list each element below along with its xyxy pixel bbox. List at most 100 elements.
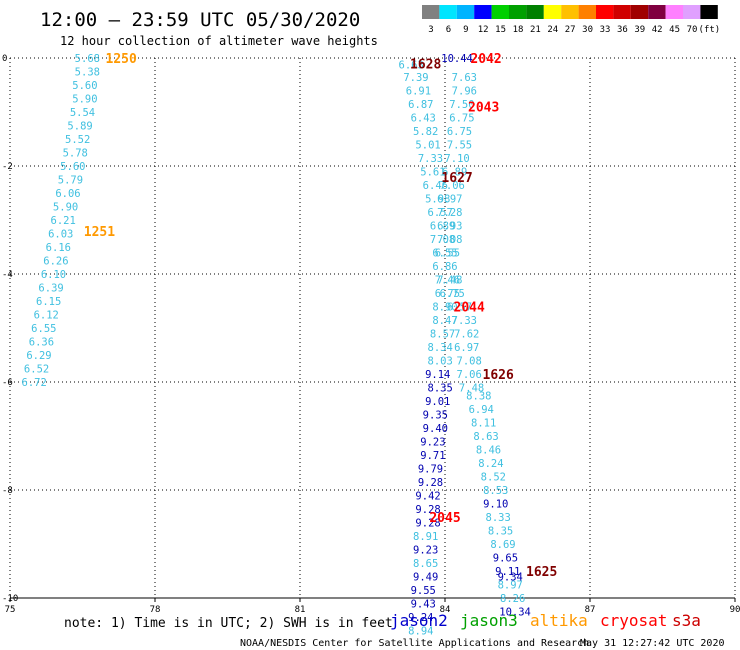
- legend-altika: altika: [530, 611, 588, 630]
- colorbar-swatch: [526, 5, 544, 19]
- colorbar-swatch: [613, 5, 631, 19]
- colorbar-tick-label: 70: [687, 25, 698, 35]
- wave-height-value: 9.42: [415, 490, 440, 502]
- wave-height-value: 8.47: [432, 315, 457, 327]
- wave-height-value: 9.49: [413, 571, 438, 583]
- wave-height-value: 7.50: [449, 99, 474, 111]
- wave-height-value: 6.03: [48, 229, 73, 241]
- chart-title: 12:00 – 23:59 UTC 05/30/2020: [40, 9, 360, 31]
- colorbar: 3 6 9 12 15 18 21 24 27 30 33 36 39 42 45 70 (ft): [422, 5, 720, 35]
- chart-subtitle: 12 hour collection of altimeter wave hei…: [60, 34, 378, 48]
- wave-height-value: 8.90: [432, 301, 457, 313]
- colorbar-swatch: [683, 5, 701, 19]
- pass-label: 2044: [454, 300, 485, 315]
- data-points: 5.685.385.605.905.545.895.525.785.605.79…: [22, 53, 531, 637]
- wave-height-value: 9.35: [423, 409, 448, 421]
- wave-height-value: 5.54: [70, 107, 95, 119]
- wave-height-value: 8.65: [413, 558, 438, 570]
- pass-label: 2042: [470, 52, 501, 67]
- wave-height-value: 7.63: [452, 72, 477, 84]
- wave-height-value: 8.34: [428, 342, 453, 354]
- pass-label: 1251: [84, 225, 115, 240]
- wave-height-value: 8.57: [430, 328, 455, 340]
- pass-labels: 1250 1251 1628 2042 2043 1627 2044 1626 2045 1625: [84, 52, 558, 580]
- legend-s3a: s3a: [672, 611, 701, 630]
- wave-height-value: 6.57: [428, 207, 453, 219]
- x-tick-label: 87: [585, 605, 596, 615]
- colorbar-tick-label: 9: [463, 25, 468, 35]
- wave-height-value: 6.75: [440, 288, 465, 300]
- wave-height-value: 8.11: [471, 418, 496, 430]
- wave-height-value: 6.86: [432, 261, 457, 273]
- wave-height-value: 6.94: [469, 404, 494, 416]
- wave-height-value: 9.14: [425, 369, 450, 381]
- wave-height-value: 6.72: [22, 377, 47, 389]
- wave-height-value: 5.38: [75, 67, 100, 79]
- wave-height-value: 6.29: [26, 350, 51, 362]
- colorbar-swatch: [630, 5, 649, 19]
- wave-height-value: 7.96: [452, 85, 477, 97]
- wave-height-value: 6.21: [51, 215, 76, 227]
- wave-height-value: 5.89: [67, 121, 92, 133]
- wave-height-value: 9.23: [420, 436, 445, 448]
- wave-height-value: 8.94: [408, 625, 433, 637]
- x-tick-label: 75: [5, 605, 16, 615]
- colorbar-tick-label: 3: [428, 25, 433, 35]
- colorbar-tick-label: 18: [513, 25, 524, 35]
- wave-height-value: 9.10: [483, 499, 508, 511]
- x-tick-label: 84: [440, 605, 451, 615]
- plot-axes: 75 78 81 84 87 90 0 -2 -4 -6 -8 -10: [2, 54, 740, 615]
- wave-height-value: 8.69: [490, 539, 515, 551]
- wave-height-value: 6.75: [447, 126, 472, 138]
- wave-height-value: 9.01: [425, 396, 450, 408]
- wave-height-value: 8.35: [488, 526, 513, 538]
- colorbar-tick-label: 21: [530, 25, 541, 35]
- wave-height-value: 9.28: [415, 517, 440, 529]
- wave-height-value: 6.15: [36, 296, 61, 308]
- wave-height-value: 9.40: [423, 423, 448, 435]
- wave-height-value: 8.03: [428, 355, 453, 367]
- wave-height-value: 7.33: [418, 153, 443, 165]
- colorbar-swatch: [474, 5, 492, 19]
- wave-height-value: 5.90: [53, 202, 78, 214]
- wave-height-value: 9.34: [498, 571, 523, 583]
- wave-height-value: 6.89: [442, 166, 467, 178]
- wave-height-value: 10.44: [441, 53, 473, 65]
- wave-height-value: 7.08: [437, 234, 462, 246]
- wave-height-value: 6.26: [43, 256, 68, 268]
- plot-grid: [10, 58, 735, 598]
- wave-height-value: 6.06: [55, 188, 80, 200]
- wave-height-value: 5.61: [420, 166, 445, 178]
- wave-height-value: 8.26: [500, 593, 525, 605]
- colorbar-swatch: [543, 5, 562, 19]
- legend-jason3: jason3: [460, 611, 518, 630]
- colorbar-swatch: [596, 5, 614, 19]
- pass-label: 2043: [468, 101, 499, 116]
- colorbar-tick-label: 27: [565, 25, 576, 35]
- wave-height-value: 8.35: [428, 382, 453, 394]
- footer-credit: NOAA/NESDIS Center for Satellite Applica…: [240, 638, 589, 649]
- legend-jason2: jason2: [390, 611, 448, 630]
- wave-height-value: 9.23: [413, 544, 438, 556]
- wave-height-value: 6.52: [24, 364, 49, 376]
- x-tick-label: 81: [295, 605, 306, 615]
- wave-height-value: 5.79: [58, 175, 83, 187]
- colorbar-swatch: [422, 5, 440, 19]
- x-tick-label: 90: [730, 605, 740, 615]
- wave-height-value: 5.98: [425, 193, 450, 205]
- wave-height-value: 6.75: [435, 288, 460, 300]
- wave-height-value: 6.63: [399, 59, 424, 71]
- wave-height-value: 6.91: [406, 85, 431, 97]
- wave-height-value: 6.75: [449, 112, 474, 124]
- wave-height-value: 7.55: [447, 139, 472, 151]
- wave-height-value: 9.55: [411, 585, 436, 597]
- pass-label: 1626: [483, 368, 514, 383]
- wave-height-value: 8.53: [483, 485, 508, 497]
- wave-height-value: 7.48: [459, 382, 484, 394]
- wave-height-value: 9.28: [415, 504, 440, 516]
- wave-height-value: 7.06: [457, 369, 482, 381]
- wave-height-value: 9.11: [495, 566, 520, 578]
- colorbar-tick-label: 39: [634, 25, 645, 35]
- colorbar-swatch: [700, 5, 718, 19]
